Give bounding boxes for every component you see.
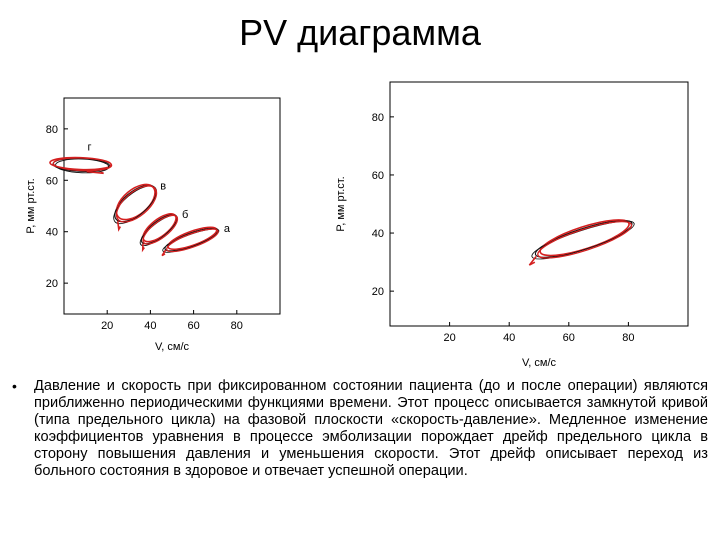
pv-loop-trace (52, 157, 113, 172)
x-tick-label: 40 (503, 332, 515, 344)
y-tick-label: 20 (46, 278, 58, 290)
pv-loop (113, 183, 158, 232)
pv-chart-right: 20 40 60 80 20 40 60 80 V, см/с P, мм рт.ст. (335, 81, 689, 369)
y-tick-label: 20 (372, 286, 384, 298)
y-tick-label: 60 (372, 170, 384, 182)
pv-loop (139, 213, 179, 253)
body-paragraph: Давление и скорость при фиксированном со… (34, 378, 708, 479)
pv-loop-trace (142, 214, 179, 245)
y-axis-title: P, мм рт.ст. (335, 176, 347, 231)
x-tick-label: 20 (101, 320, 113, 332)
pv-loop (161, 226, 220, 257)
y-tick-label: 80 (372, 112, 384, 124)
loop-label: а (224, 223, 231, 235)
pv-loop-trace (537, 221, 633, 259)
pv-loop-tail (141, 243, 145, 253)
x-tick-label: 20 (443, 332, 455, 344)
pv-loop-tail (528, 255, 537, 266)
pv-loop-tail (86, 170, 104, 175)
x-tick-label: 80 (622, 332, 634, 344)
pv-loop-trace (115, 185, 158, 223)
x-axis-title: V, см/с (522, 357, 557, 369)
x-tick-label: 60 (563, 332, 575, 344)
x-tick-label: 60 (187, 320, 199, 332)
pv-loop (528, 219, 635, 266)
y-tick-label: 80 (46, 124, 58, 136)
loop-label: б (182, 209, 188, 221)
y-tick-label: 60 (46, 175, 58, 187)
bullet-marker: • (12, 378, 17, 394)
y-tick-label: 40 (372, 228, 384, 240)
plot-frame (63, 97, 281, 315)
pv-loop-tail (116, 221, 122, 232)
x-tick-label: 40 (144, 320, 156, 332)
x-tick-label: 80 (231, 320, 243, 332)
y-axis-title: P, мм рт.ст. (25, 178, 37, 233)
pv-loop-trace (166, 228, 219, 253)
y-tick-label: 40 (46, 227, 58, 239)
loop-label: г (88, 142, 92, 154)
loop-label: в (160, 180, 166, 192)
plot-frame (389, 81, 689, 327)
pv-loop-tail (161, 249, 167, 257)
slide-title: PV диаграмма (239, 12, 481, 53)
pv-chart-left: 20 40 60 80 20 40 60 80 V, см/с P, мм рт.ст. г в б а (25, 97, 281, 353)
x-axis-title: V, см/с (155, 341, 190, 353)
